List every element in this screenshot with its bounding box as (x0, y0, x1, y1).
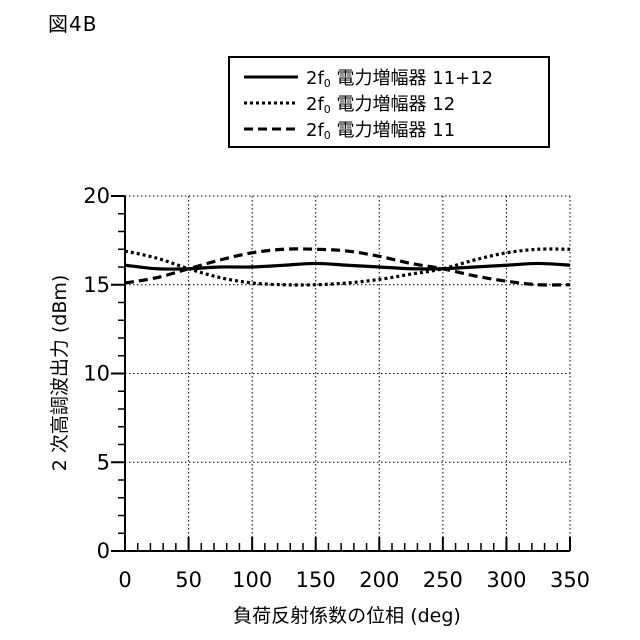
axes (124, 196, 570, 552)
figure-label: 図4B (48, 12, 98, 36)
y-tick-label: 10 (83, 362, 110, 386)
x-tick-label: 250 (423, 568, 463, 592)
legend-swatch-dashed (244, 127, 298, 131)
legend-item-amp-11: 2f0 電力増幅器 11 (244, 116, 455, 142)
x-tick-label: 0 (118, 568, 131, 592)
x-tick-label: 200 (359, 568, 399, 592)
legend-swatch-solid (244, 75, 298, 79)
series-line-dashed (124, 247, 571, 287)
legend-item-amp-11-12: 2f0 電力増幅器 11+12 (244, 64, 493, 90)
legend-label-amp-11: 2f0 電力増幅器 11 (306, 120, 456, 142)
grid-lines (125, 195, 571, 551)
legend-label-amp-12: 2f0 電力増幅器 12 (306, 94, 456, 116)
y-tick-label: 0 (97, 539, 110, 563)
y-tick-label: 5 (97, 450, 110, 474)
x-tick-label: 300 (486, 568, 526, 592)
y-tick-label: 15 (83, 273, 110, 297)
x-tick-label: 150 (296, 568, 336, 592)
series-line-solid (124, 261, 571, 271)
series-lines (124, 247, 571, 287)
y-tick-label: 20 (83, 184, 110, 208)
y-axis-label: 2 次高調波出力 (dBm) (49, 275, 71, 472)
legend-swatch-dotted (244, 101, 298, 105)
x-tick-label: 100 (232, 568, 272, 592)
series-line-dotted (124, 247, 571, 287)
x-tick-label: 350 (550, 568, 590, 592)
legend-item-amp-12: 2f0 電力増幅器 12 (244, 90, 455, 116)
tick-labels: 0 50 100 150 200 250 300 350 0 5 10 15 20 (83, 184, 590, 592)
x-axis-label: 負荷反射係数の位相 (deg) (233, 605, 461, 627)
legend-label-amp-11-12: 2f0 電力増幅器 11+12 (306, 68, 494, 90)
tick-marks (111, 195, 571, 552)
x-tick-label: 50 (175, 568, 202, 592)
chart-legend: 2f0 電力増幅器 11+12 2f0 電力増幅器 12 2f0 電力増幅器 1… (228, 56, 550, 148)
